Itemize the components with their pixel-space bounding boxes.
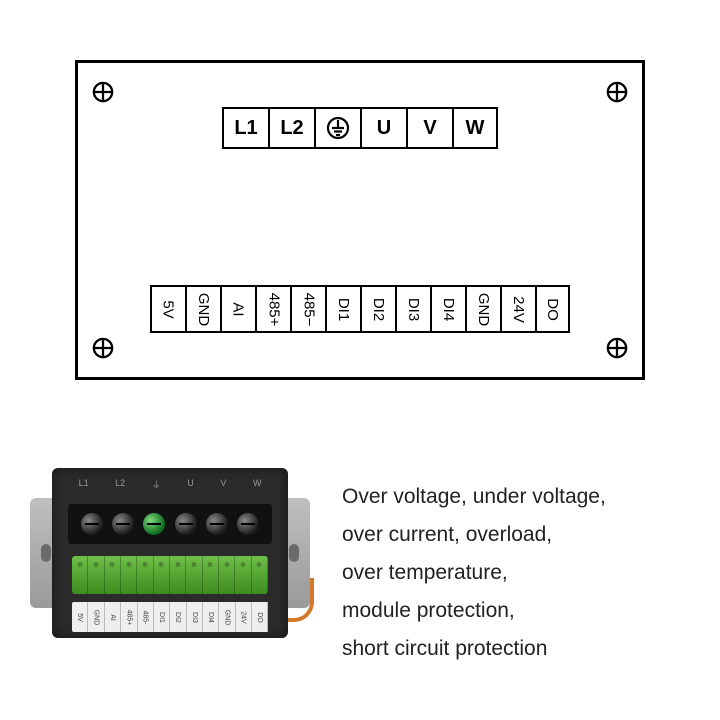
signal-connector xyxy=(72,556,268,594)
terminal-cell: 485− xyxy=(290,285,325,333)
terminal-cell: 485+ xyxy=(255,285,290,333)
terminal-cell: L1 xyxy=(222,107,268,149)
mount-hole-icon xyxy=(92,337,114,359)
product-photo: L1 L2 ⏚ U V W 5V GND AI 485+ 485- DI1 DI… xyxy=(30,468,310,668)
power-terminal-row: L1 L2 U V W xyxy=(222,107,498,149)
terminal-cell: DI3 xyxy=(395,285,430,333)
screw-terminal-icon xyxy=(112,513,134,535)
ground-screw-icon xyxy=(143,513,165,535)
terminal-cell: GND xyxy=(185,285,220,333)
terminal-cell: U xyxy=(360,107,406,149)
terminal-ground-icon xyxy=(314,107,360,149)
desc-line: Over voltage, under voltage, xyxy=(342,478,702,516)
terminal-cell: DO xyxy=(535,285,570,333)
mount-hole-icon xyxy=(606,337,628,359)
terminal-cell: L2 xyxy=(268,107,314,149)
desc-line: short circuit protection xyxy=(342,630,702,668)
signal-terminal-row: 5V GND AI 485+ 485− DI1 DI2 DI3 DI4 GND … xyxy=(150,285,570,333)
terminal-cell: V xyxy=(406,107,452,149)
terminal-cell: 5V xyxy=(150,285,185,333)
screw-terminal-icon xyxy=(81,513,103,535)
device-body: L1 L2 ⏚ U V W 5V GND AI 485+ 485- DI1 DI… xyxy=(52,468,288,638)
screw-terminal-icon xyxy=(237,513,259,535)
screw-terminal-row xyxy=(68,504,272,544)
body-top-labels: L1 L2 ⏚ U V W xyxy=(52,478,288,491)
terminal-cell: DI1 xyxy=(325,285,360,333)
desc-line: over current, overload, xyxy=(342,516,702,554)
feature-description: Over voltage, under voltage, over curren… xyxy=(342,478,702,668)
screw-terminal-icon xyxy=(206,513,228,535)
mount-hole-icon xyxy=(606,81,628,103)
terminal-cell: DI4 xyxy=(430,285,465,333)
terminal-cell: 24V xyxy=(500,285,535,333)
mount-hole-icon xyxy=(92,81,114,103)
signal-label-strip: 5V GND AI 485+ 485- DI1 DI2 DI3 DI4 GND … xyxy=(72,602,268,632)
terminal-cell: W xyxy=(452,107,498,149)
desc-line: over temperature, xyxy=(342,554,702,592)
screw-terminal-icon xyxy=(175,513,197,535)
desc-line: module protection, xyxy=(342,592,702,630)
terminal-cell: GND xyxy=(465,285,500,333)
terminal-cell: AI xyxy=(220,285,255,333)
wiring-diagram: L1 L2 U V W 5V GND AI 485+ 485− DI1 DI2 … xyxy=(75,60,645,380)
terminal-cell: DI2 xyxy=(360,285,395,333)
